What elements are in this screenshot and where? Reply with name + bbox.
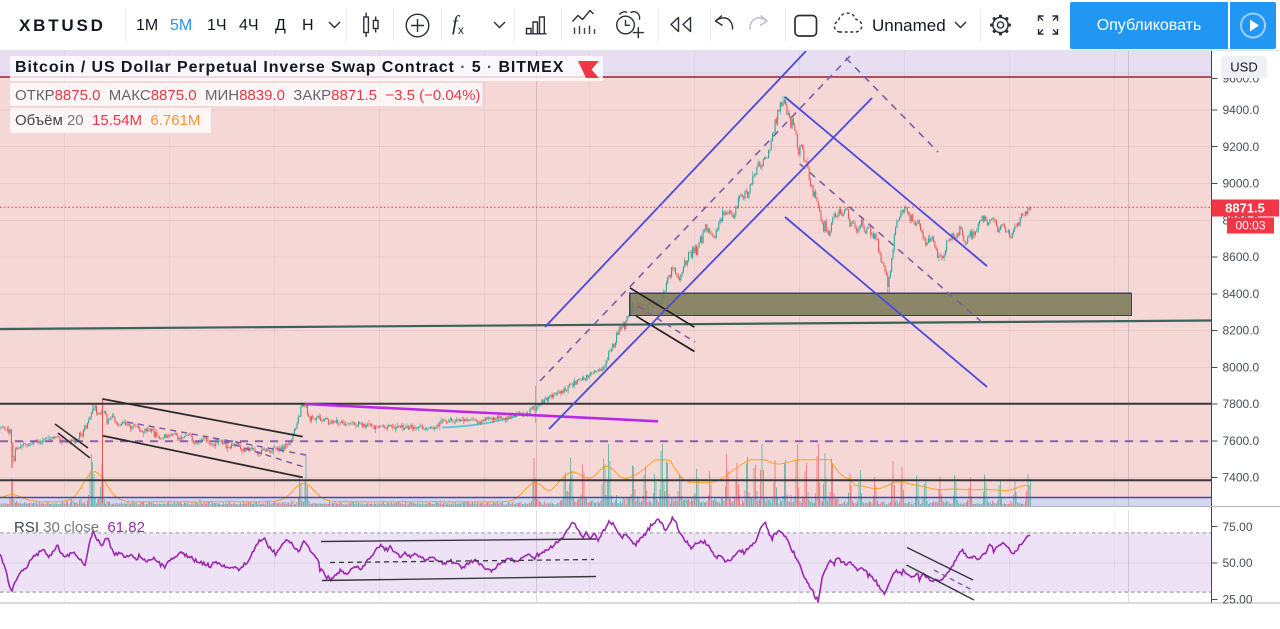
svg-text:7600.0: 7600.0 bbox=[1223, 434, 1260, 448]
svg-text:7800.0: 7800.0 bbox=[1223, 397, 1260, 411]
svg-text:8000.0: 8000.0 bbox=[1223, 361, 1260, 375]
svg-text:00:03: 00:03 bbox=[1235, 219, 1265, 233]
svg-text:7400.0: 7400.0 bbox=[1223, 471, 1260, 485]
svg-text:8871.5: 8871.5 bbox=[1225, 200, 1265, 215]
svg-text:9000.0: 9000.0 bbox=[1223, 177, 1260, 191]
svg-text:USD: USD bbox=[1230, 60, 1257, 75]
svg-text:75.00: 75.00 bbox=[1223, 520, 1253, 534]
svg-text:25.00: 25.00 bbox=[1223, 593, 1253, 607]
svg-text:8600.0: 8600.0 bbox=[1223, 250, 1260, 264]
svg-text:8400.0: 8400.0 bbox=[1223, 287, 1260, 301]
svg-text:9200.0: 9200.0 bbox=[1223, 140, 1260, 154]
svg-text:8200.0: 8200.0 bbox=[1223, 324, 1260, 338]
svg-text:50.00: 50.00 bbox=[1223, 556, 1253, 570]
svg-text:9400.0: 9400.0 bbox=[1223, 103, 1260, 117]
